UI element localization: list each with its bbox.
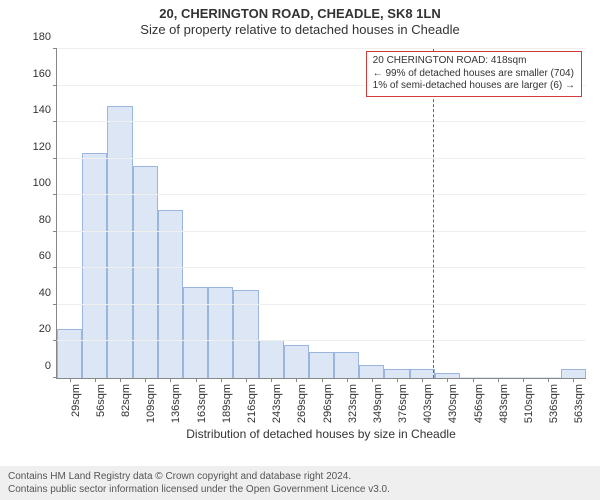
bar [284, 345, 309, 378]
grid-line [57, 194, 586, 195]
y-tick-label: 140 [33, 104, 57, 116]
y-tick-label: 180 [33, 31, 57, 43]
chart-container: Number of detached properties 0204060801… [0, 41, 600, 441]
x-tick-label: 56sqm [95, 384, 107, 417]
y-tick-mark [53, 304, 57, 305]
x-tick-mark [95, 378, 96, 382]
grid-line [57, 158, 586, 159]
grid-line [57, 304, 586, 305]
x-tick-label: 510sqm [523, 384, 535, 423]
x-tick-label: 536sqm [548, 384, 560, 423]
bar [334, 352, 359, 378]
x-tick-mark [196, 378, 197, 382]
bar [561, 369, 586, 378]
x-tick-mark [548, 378, 549, 382]
x-axis-label: Distribution of detached houses by size … [56, 427, 586, 441]
x-tick-mark [473, 378, 474, 382]
y-tick-mark [53, 85, 57, 86]
grid-line [57, 48, 586, 49]
x-tick-mark [246, 378, 247, 382]
bar [133, 166, 158, 378]
x-tick-mark [145, 378, 146, 382]
y-tick-mark [53, 48, 57, 49]
x-tick-label: 323sqm [347, 384, 359, 423]
y-tick-label: 0 [45, 360, 57, 372]
footer: Contains HM Land Registry data © Crown c… [0, 466, 600, 500]
footer-line-2: Contains public sector information licen… [8, 483, 592, 496]
x-tick-label: 189sqm [221, 384, 233, 423]
bar [107, 106, 132, 378]
x-tick-label: 216sqm [246, 384, 258, 423]
plot-area: 02040608010012014016018029sqm56sqm82sqm1… [56, 49, 586, 379]
y-tick-label: 40 [39, 287, 57, 299]
y-tick-mark [53, 158, 57, 159]
grid-line [57, 340, 586, 341]
x-tick-label: 563sqm [573, 384, 585, 423]
x-tick-label: 456sqm [473, 384, 485, 423]
x-tick-label: 243sqm [271, 384, 283, 423]
bar [410, 369, 435, 378]
y-tick-label: 80 [39, 214, 57, 226]
x-tick-label: 430sqm [447, 384, 459, 423]
grid-line [57, 231, 586, 232]
grid-line [57, 267, 586, 268]
y-tick-label: 60 [39, 250, 57, 262]
y-tick-mark [53, 340, 57, 341]
x-tick-label: 109sqm [145, 384, 157, 423]
bars-group [57, 49, 586, 378]
y-tick-label: 160 [33, 68, 57, 80]
x-tick-mark [70, 378, 71, 382]
x-tick-label: 136sqm [170, 384, 182, 423]
bar [384, 369, 409, 378]
y-tick-mark [53, 231, 57, 232]
x-tick-mark [296, 378, 297, 382]
x-tick-label: 376sqm [397, 384, 409, 423]
y-tick-mark [53, 194, 57, 195]
page-title: 20, CHERINGTON ROAD, CHEADLE, SK8 1LN [0, 0, 600, 21]
footer-line-1: Contains HM Land Registry data © Crown c… [8, 470, 592, 483]
x-tick-mark [347, 378, 348, 382]
x-tick-mark [322, 378, 323, 382]
x-tick-mark [397, 378, 398, 382]
y-tick-label: 120 [33, 141, 57, 153]
x-tick-label: 349sqm [372, 384, 384, 423]
x-tick-mark [573, 378, 574, 382]
bar [359, 365, 384, 378]
marker-line [433, 49, 434, 378]
x-tick-label: 483sqm [498, 384, 510, 423]
bar [82, 153, 107, 378]
y-tick-mark [53, 377, 57, 378]
x-tick-label: 82sqm [120, 384, 132, 417]
bar [208, 287, 233, 378]
x-tick-label: 403sqm [422, 384, 434, 423]
x-tick-label: 269sqm [296, 384, 308, 423]
x-tick-mark [120, 378, 121, 382]
x-tick-mark [372, 378, 373, 382]
y-tick-mark [53, 267, 57, 268]
page-subtitle: Size of property relative to detached ho… [0, 21, 600, 41]
bar [259, 340, 284, 378]
x-tick-mark [271, 378, 272, 382]
x-tick-mark [221, 378, 222, 382]
bar [309, 352, 334, 378]
x-tick-label: 296sqm [322, 384, 334, 423]
x-tick-mark [170, 378, 171, 382]
x-tick-mark [447, 378, 448, 382]
bar [183, 287, 208, 378]
bar [158, 210, 183, 378]
grid-line [57, 121, 586, 122]
x-tick-mark [498, 378, 499, 382]
x-tick-label: 29sqm [70, 384, 82, 417]
x-tick-mark [422, 378, 423, 382]
x-tick-label: 163sqm [196, 384, 208, 423]
grid-line [57, 85, 586, 86]
x-tick-mark [523, 378, 524, 382]
y-tick-label: 20 [39, 323, 57, 335]
bar [57, 329, 82, 378]
y-tick-label: 100 [33, 177, 57, 189]
y-tick-mark [53, 121, 57, 122]
